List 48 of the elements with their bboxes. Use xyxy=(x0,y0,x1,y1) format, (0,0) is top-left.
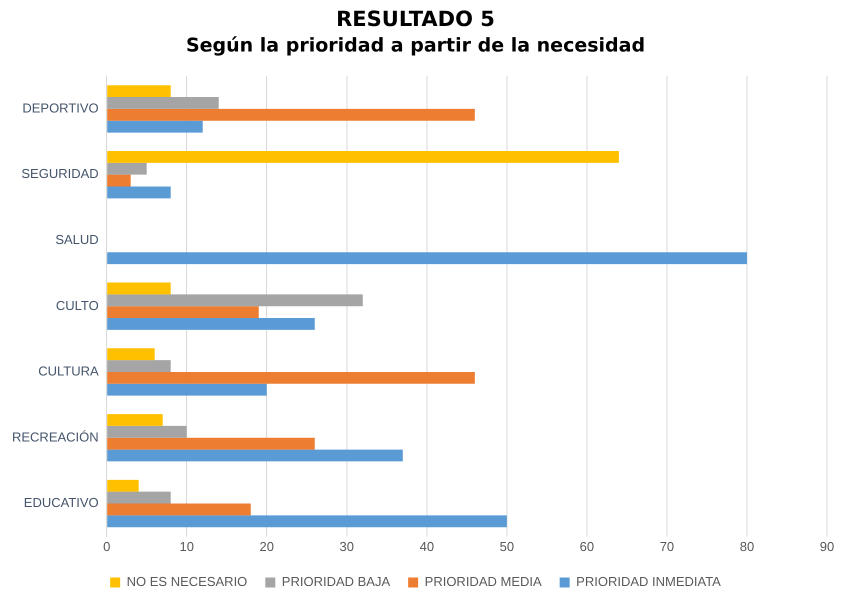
y-tick-label: CULTURA xyxy=(38,364,99,379)
bar xyxy=(107,282,171,294)
legend-label: PRIORIDAD MEDIA xyxy=(424,574,542,590)
bar xyxy=(107,294,363,306)
bar xyxy=(107,318,315,330)
bar xyxy=(107,450,403,462)
legend-label: NO ES NECESARIO xyxy=(126,574,248,590)
x-tick-label: 40 xyxy=(420,538,434,554)
bar xyxy=(107,426,187,438)
bar xyxy=(107,360,171,372)
bar xyxy=(107,306,259,318)
bar xyxy=(107,504,251,516)
legend-label: PRIORIDAD INMEDIATA xyxy=(576,574,722,590)
x-tick-label: 60 xyxy=(580,538,594,554)
bar xyxy=(107,186,171,198)
x-tick-label: 20 xyxy=(260,538,274,554)
x-tick-label: 50 xyxy=(500,538,514,554)
x-tick-label: 70 xyxy=(660,538,674,554)
bar xyxy=(107,162,147,175)
bar xyxy=(107,150,619,163)
x-tick-label: 90 xyxy=(820,538,834,554)
bar xyxy=(107,120,203,133)
bar xyxy=(107,97,219,109)
bar xyxy=(107,372,475,384)
y-tick-label: EDUCATIVO xyxy=(24,495,99,510)
chart-title: RESULTADO 5 xyxy=(336,7,495,32)
legend-label: PRIORIDAD BAJA xyxy=(282,574,390,590)
x-tick-label: 10 xyxy=(179,538,194,554)
bar xyxy=(107,252,747,264)
bar xyxy=(107,384,267,396)
bar xyxy=(107,438,315,450)
x-tick-label: 30 xyxy=(340,538,354,554)
bar xyxy=(107,492,171,504)
y-tick-label: DEPORTIVO xyxy=(22,100,99,116)
y-tick-label: CULTO xyxy=(56,298,99,313)
bar xyxy=(107,480,139,492)
x-tick-label: 80 xyxy=(740,538,754,554)
bar xyxy=(107,85,171,98)
y-tick-label: RECREACIÓN xyxy=(12,429,99,444)
bar xyxy=(107,515,507,528)
chart-subtitle: Según la prioridad a partir de la necesidad xyxy=(186,34,646,57)
bar xyxy=(107,348,155,360)
bar xyxy=(107,108,475,121)
bar xyxy=(107,414,163,426)
bar xyxy=(107,174,131,186)
y-tick-label: SEGURIDAD xyxy=(21,166,99,182)
x-tick-label: 0 xyxy=(103,538,110,554)
y-tick-label: SALUD xyxy=(55,232,99,248)
